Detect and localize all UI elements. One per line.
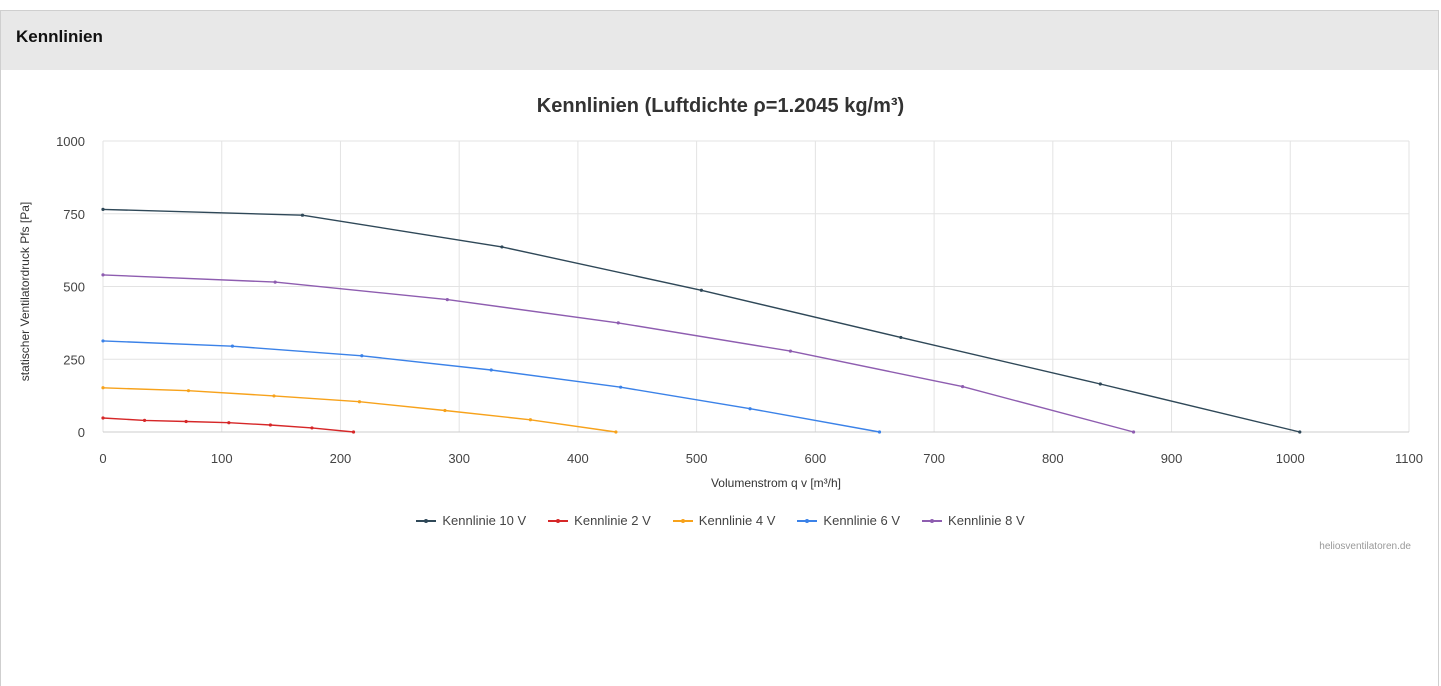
data-point: [443, 408, 447, 413]
series-line: [102, 417, 354, 433]
data-point: [788, 349, 793, 353]
x-tick-label: 500: [686, 451, 708, 466]
legend-label: Kennlinie 2 V: [574, 513, 651, 528]
legend-swatch: [922, 516, 943, 526]
legend-swatch: [416, 516, 437, 526]
data-point: [1098, 382, 1102, 386]
data-point: [616, 321, 620, 325]
x-tick-label: 800: [1042, 451, 1064, 466]
y-tick-label: 0: [78, 425, 85, 440]
data-point: [500, 245, 504, 249]
legend-label: Kennlinie 4 V: [698, 513, 776, 528]
series-3: [101, 386, 618, 434]
y-tick-label: 750: [63, 207, 85, 222]
data-point: [184, 419, 188, 424]
data-point: [227, 421, 231, 425]
data-point: [272, 394, 276, 398]
x-tick-label: 400: [567, 451, 589, 466]
y-axis-label: statischer Ventilatordruck Pfs [Pa]: [18, 202, 32, 381]
series-line: [102, 387, 616, 433]
credit-text: heliosventilatoren.de: [1319, 541, 1411, 552]
x-axis-label: Volumenstrom q v [m³/h]: [711, 476, 841, 490]
legend-label: Kennlinie 6 V: [823, 513, 901, 528]
series-line: [102, 340, 880, 433]
data-point: [101, 207, 105, 211]
x-tick-label: 600: [805, 451, 827, 466]
x-tick-label: 700: [923, 451, 945, 466]
data-point: [614, 430, 618, 434]
x-tick-label: 300: [448, 451, 470, 466]
data-point: [101, 273, 105, 277]
data-point: [142, 418, 147, 422]
data-point: [351, 430, 356, 434]
data-point: [268, 423, 273, 427]
panel-header: Kennlinien: [1, 11, 1438, 70]
data-point: [899, 335, 903, 340]
legend-swatch: [797, 516, 818, 526]
series-5: [101, 273, 1136, 434]
series-4: [101, 339, 882, 434]
legend-item[interactable]: Kennlinie 2 V: [548, 513, 651, 528]
data-point: [748, 407, 752, 411]
data-point: [300, 213, 305, 217]
legend-swatch: [548, 516, 569, 526]
x-tick-label: 1100: [1395, 451, 1423, 466]
series-2: [101, 416, 356, 434]
legend-item[interactable]: Kennlinie 6 V: [797, 513, 900, 528]
x-tick-label: 100: [211, 451, 233, 466]
data-point: [101, 339, 105, 343]
legend-item[interactable]: Kennlinie 10 V: [416, 513, 526, 528]
legend-item[interactable]: Kennlinie 4 V: [672, 513, 776, 528]
data-point: [445, 297, 449, 302]
data-point: [528, 418, 533, 422]
data-point: [877, 430, 882, 434]
x-tick-label: 0: [99, 451, 106, 466]
series-line: [102, 208, 1300, 433]
x-tick-label: 200: [330, 451, 352, 466]
data-point: [360, 354, 364, 358]
data-point: [1131, 430, 1136, 434]
y-tick-label: 1000: [56, 134, 85, 149]
series-1: [101, 207, 1302, 434]
legend-item[interactable]: Kennlinie 8 V: [922, 513, 1025, 528]
data-point: [310, 426, 314, 430]
chart-title: Kennlinien (Luftdichte ρ=1.2045 kg/m³): [536, 95, 905, 117]
legend-label: Kennlinie 10 V: [442, 513, 527, 528]
x-tick-label: 1000: [1276, 451, 1305, 466]
y-tick-label: 250: [63, 352, 85, 367]
data-point: [699, 288, 703, 292]
data-point: [619, 385, 623, 389]
chart-legend: Kennlinie 10 V Kennlinie 2 V Kennlinie 4 V…: [0, 513, 1441, 528]
legend-label: Kennlinie 8 V: [948, 513, 1025, 528]
y-tick-label: 500: [63, 280, 85, 295]
data-point: [101, 416, 105, 420]
series-line: [102, 274, 1134, 433]
x-tick-label: 900: [1161, 451, 1183, 466]
data-point: [101, 386, 105, 390]
data-point: [960, 385, 965, 389]
data-point: [186, 389, 191, 393]
data-point: [273, 280, 277, 284]
chart-panel: Kennlinien: [0, 10, 1439, 686]
data-point: [230, 344, 235, 348]
data-point: [1298, 430, 1302, 434]
data-point: [489, 368, 493, 372]
data-point: [357, 400, 362, 404]
legend-swatch: [672, 516, 693, 526]
